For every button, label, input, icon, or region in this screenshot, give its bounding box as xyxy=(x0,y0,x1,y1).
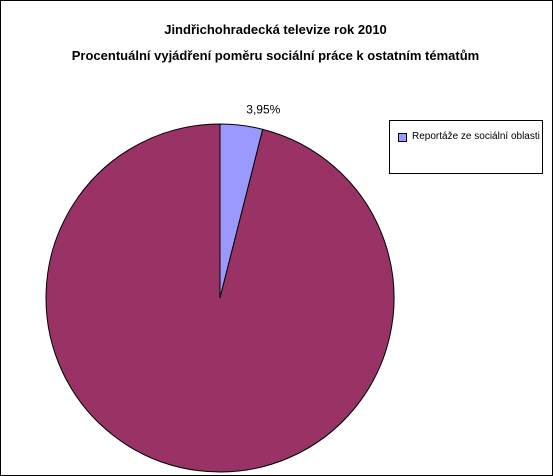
legend-label: Reportáže ze sociální oblasti xyxy=(412,131,540,142)
legend-swatch xyxy=(398,133,407,142)
legend: Reportáže ze sociální oblasti xyxy=(389,120,543,174)
chart-title: Jindřichohradecká televize rok 2010 xyxy=(164,22,387,37)
pie-slice xyxy=(45,123,395,473)
legend-item: Reportáže ze sociální oblasti xyxy=(398,130,542,143)
data-label: 3,95% xyxy=(246,102,280,116)
chart-subtitle: Procentuální vyjádření poměru sociální p… xyxy=(71,48,480,63)
